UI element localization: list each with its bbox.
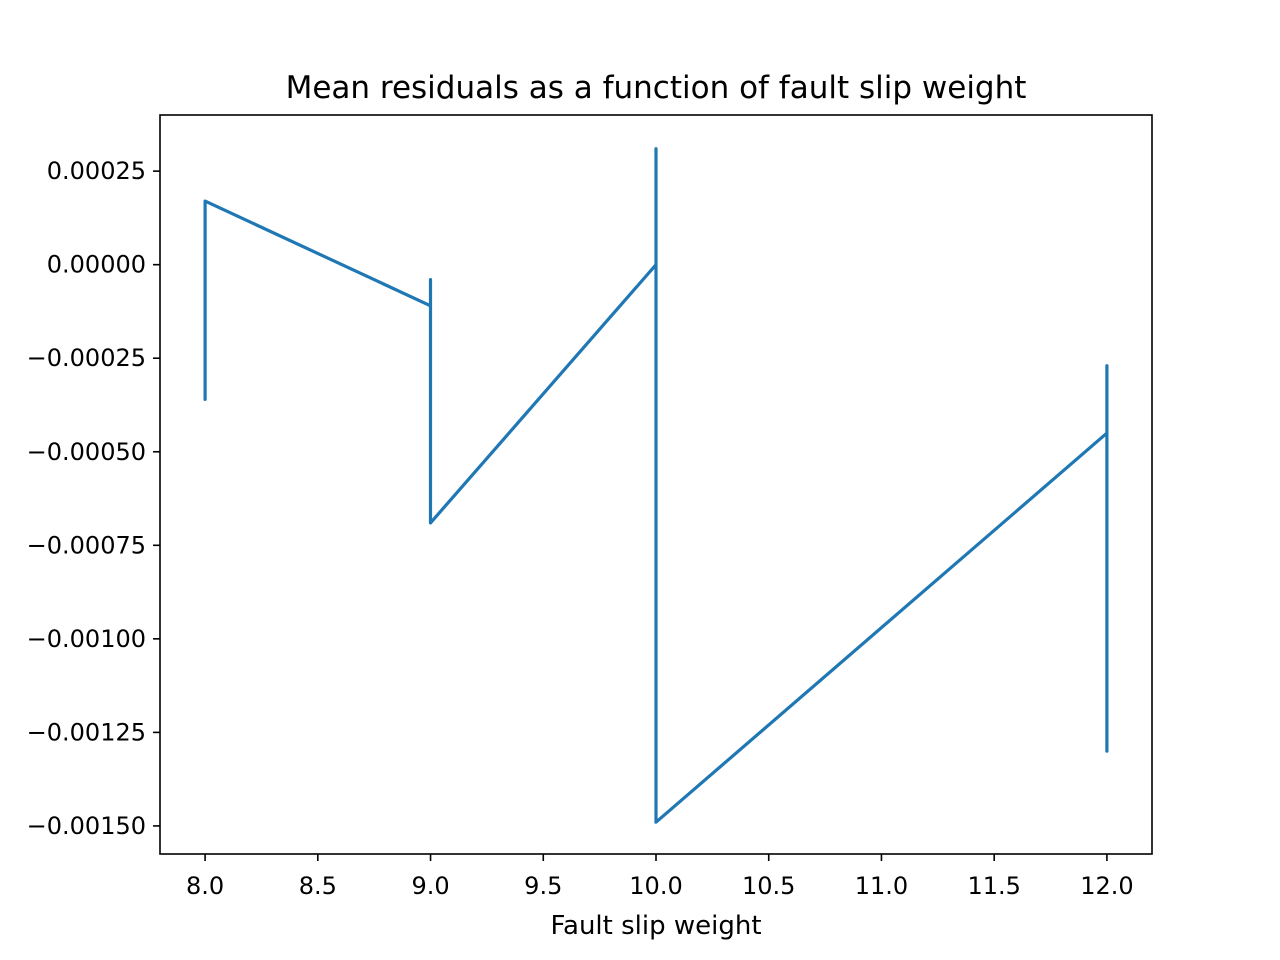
- x-tick-label: 10.5: [742, 872, 795, 900]
- chart-title: Mean residuals as a function of fault sl…: [286, 70, 1027, 106]
- x-axis-label: Fault slip weight: [550, 911, 761, 941]
- y-tick-label: 0.00000: [47, 251, 146, 279]
- x-tick-label: 8.5: [299, 872, 337, 900]
- x-tick-label: 10.0: [629, 872, 682, 900]
- plot-area: [203, 147, 1109, 824]
- y-tick-label: −0.00100: [27, 625, 146, 653]
- x-tick-label: 9.0: [411, 872, 449, 900]
- y-axis: 0.00025 0.00000 −0.00025 −0.00050 −0.00075 −0…: [27, 157, 160, 840]
- x-tick-label: 9.5: [524, 872, 562, 900]
- x-axis: 8.0 8.5 9.0 9.5 10.0 10.5 11.0 11.5 12.0: [186, 854, 1134, 900]
- x-tick-label: 11.0: [855, 872, 908, 900]
- y-tick-label: −0.00125: [27, 718, 146, 746]
- y-tick-label: −0.00025: [27, 344, 146, 372]
- x-tick-label: 12.0: [1080, 872, 1133, 900]
- x-tick-label: 8.0: [186, 872, 224, 900]
- series-line: [203, 147, 1109, 824]
- x-tick-label: 11.5: [967, 872, 1020, 900]
- axes-frame: [159, 114, 1153, 855]
- y-tick-label: −0.00075: [27, 531, 146, 559]
- y-tick-label: 0.00025: [47, 157, 146, 185]
- y-tick-label: −0.00050: [27, 438, 146, 466]
- y-tick-label: −0.00150: [27, 812, 146, 840]
